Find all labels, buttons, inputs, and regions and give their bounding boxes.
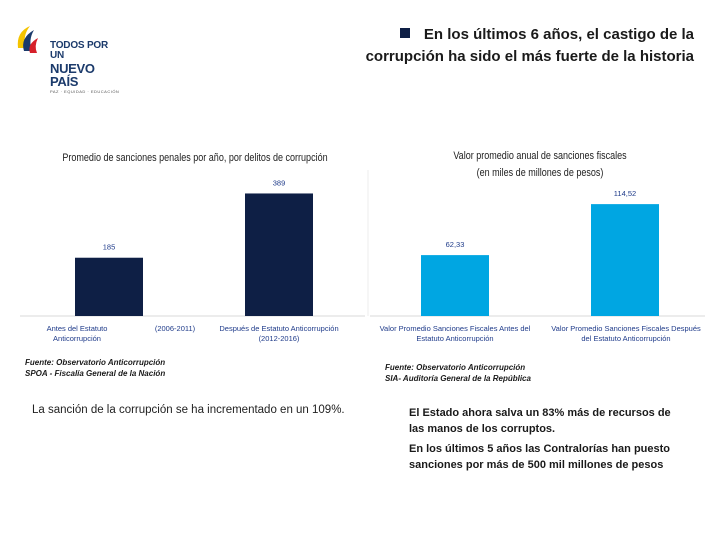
chart2-category-1-label: Valor Promedio Sanciones Fiscales Antes … [379,324,531,343]
chart2-source-line1: Fuente: Observatorio Anticorrupción [385,363,526,372]
note-right-2: En los últimos 5 años las Contralorías h… [409,443,670,471]
chart1-data-label-2: 389 [273,178,286,187]
chart2-bar-2 [591,204,659,316]
chart2-category-2-label: Valor Promedio Sanciones Fiscales Despué… [551,324,701,343]
chart2-data-label-2: 114,52 [614,189,636,198]
chart2-title-block: Valor promedio anual de sanciones fiscal… [401,148,680,182]
chart1-source-line1: Fuente: Observatorio Anticorrupción [25,358,166,367]
chart2-bar-1 [421,255,489,316]
note-right-1: El Estado ahora salva un 83% más de recu… [409,407,671,435]
chart1-source-line2: SPOA - Fiscalía General de la Nación [25,369,166,378]
notes-right: El Estado ahora salva un 83% más de recu… [409,405,689,477]
logo-line2: NUEVO PAÍS [50,61,95,89]
chart1-category-2-label: Después de Estatuto Anticorrupción [219,324,339,333]
chart2-subtitle: (en miles de millones de pesos) [476,167,604,179]
chart1-title: Promedio de sanciones penales por año, p… [62,152,328,164]
logo-wordmark: TODOS POR UN NUEVO PAÍS PAZ · EQUIDAD · … [50,41,122,94]
chart1-bar-2 [245,193,313,316]
chart1-category-1-period: (2006-2011) [154,324,196,333]
chart1-data-label-1: 185 [103,243,116,252]
headline: En los últimos 6 años, el castigo de la … [334,24,694,68]
logo: TODOS POR UN NUEVO PAÍS PAZ · EQUIDAD · … [12,18,122,94]
chart1-category-2: Después de Estatuto Anticorrupción (2012… [214,324,344,344]
note-left: La sanción de la corrupción se ha increm… [32,404,345,416]
logo-line3: PAZ · EQUIDAD · EDUCACIÓN [50,89,120,94]
headline-line1: En los últimos 6 años, el castigo de la [423,26,694,43]
chart1-category-2-period: (2012-2016) [258,334,300,343]
bullet-square-icon [399,28,410,38]
chart2-data-label-1: 62,33 [446,240,465,249]
chart2-title: Valor promedio anual de sanciones fiscal… [453,150,627,162]
headline-line2: corrupción ha sido el más fuerte de la h… [365,48,694,65]
logo-mark-icon [17,26,38,53]
logo-line1: TODOS POR UN [50,40,109,61]
chart1-bar-1 [75,257,143,316]
chart1-source: Fuente: Observatorio Anticorrupción SPOA… [25,357,165,379]
chart2-source: Fuente: Observatorio Anticorrupción SIA-… [385,362,531,384]
chart2-source-line2: SIA- Auditoría General de la República [385,374,531,383]
chart1-category-1-label: Antes del Estatuto Anticorrupción [46,324,108,343]
